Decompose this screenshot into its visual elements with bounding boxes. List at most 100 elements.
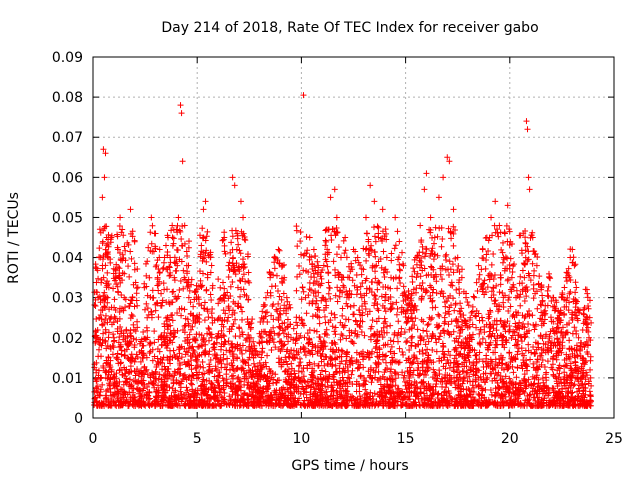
data-point <box>302 345 308 351</box>
data-point <box>125 263 131 269</box>
data-point <box>174 247 180 253</box>
data-point <box>99 382 105 388</box>
data-point <box>410 279 416 285</box>
data-point <box>513 374 519 380</box>
data-point <box>382 316 388 322</box>
data-point <box>399 250 405 256</box>
data-point <box>217 285 223 291</box>
data-point <box>173 268 179 274</box>
data-point <box>471 294 477 300</box>
data-point <box>209 262 215 268</box>
data-point <box>447 258 453 264</box>
data-point <box>144 258 150 264</box>
data-point <box>410 265 416 271</box>
data-point <box>134 303 140 309</box>
data-point <box>364 231 370 237</box>
data-point <box>144 325 150 331</box>
data-point <box>180 268 186 274</box>
data-point <box>190 372 196 378</box>
data-point <box>294 274 300 280</box>
y-tick-label: 0.04 <box>52 251 83 267</box>
data-point <box>498 281 504 287</box>
data-point <box>520 268 526 274</box>
data-point <box>500 240 506 246</box>
data-point <box>91 302 97 308</box>
data-point <box>189 324 195 330</box>
data-point <box>326 291 332 297</box>
data-point <box>334 284 340 290</box>
data-point <box>208 291 214 297</box>
data-point <box>442 315 448 321</box>
data-point <box>149 223 155 229</box>
data-point <box>126 303 132 309</box>
data-point <box>403 339 409 345</box>
data-point <box>200 365 206 371</box>
data-point <box>268 347 274 353</box>
data-point <box>395 228 401 234</box>
data-point <box>129 351 135 357</box>
y-tick-label: 0.03 <box>52 291 83 307</box>
data-point <box>316 334 322 340</box>
data-point <box>546 284 552 290</box>
data-point <box>228 284 234 290</box>
data-point <box>446 311 452 317</box>
data-point <box>373 239 379 245</box>
data-point <box>424 346 430 352</box>
data-point <box>157 269 163 275</box>
data-point <box>161 280 167 286</box>
data-point <box>354 389 360 395</box>
data-point <box>147 229 153 235</box>
data-point <box>185 387 191 393</box>
data-point <box>490 251 496 257</box>
x-axis-label: GPS time / hours <box>291 458 408 474</box>
data-point <box>155 288 161 294</box>
data-point <box>531 295 537 301</box>
data-point <box>332 331 338 337</box>
data-point <box>489 262 495 268</box>
data-point <box>468 310 474 316</box>
data-point <box>586 306 592 312</box>
data-point <box>311 328 317 334</box>
data-point <box>243 347 249 353</box>
data-point <box>205 325 211 331</box>
data-point <box>311 274 317 280</box>
data-point <box>299 296 305 302</box>
y-tick-label: 0.05 <box>52 210 83 226</box>
data-point <box>451 368 457 374</box>
data-point <box>397 346 403 352</box>
data-point <box>588 320 594 326</box>
data-point <box>397 268 403 274</box>
data-point <box>226 338 232 344</box>
data-point <box>442 253 448 259</box>
data-point <box>331 328 337 334</box>
data-point <box>226 259 232 265</box>
data-point <box>221 333 227 339</box>
data-point <box>190 304 196 310</box>
data-point <box>325 269 331 275</box>
data-point <box>232 317 238 323</box>
data-point <box>294 228 300 234</box>
data-point <box>151 328 157 334</box>
data-point <box>356 365 362 371</box>
data-point <box>326 285 332 291</box>
x-tick-label: 25 <box>605 431 623 447</box>
data-point <box>184 253 190 259</box>
data-point <box>215 276 221 282</box>
data-point <box>149 309 155 315</box>
data-point <box>472 353 478 359</box>
data-point <box>373 345 379 351</box>
data-point <box>398 326 404 332</box>
data-point <box>281 290 287 296</box>
data-point <box>349 339 355 345</box>
data-point <box>464 299 470 305</box>
data-point <box>208 357 214 363</box>
data-point <box>496 385 502 391</box>
data-point <box>314 259 320 265</box>
data-point <box>323 369 329 375</box>
data-point <box>323 237 329 243</box>
data-point <box>368 379 374 385</box>
data-point <box>164 286 170 292</box>
data-point <box>273 307 279 313</box>
data-point <box>584 321 590 327</box>
